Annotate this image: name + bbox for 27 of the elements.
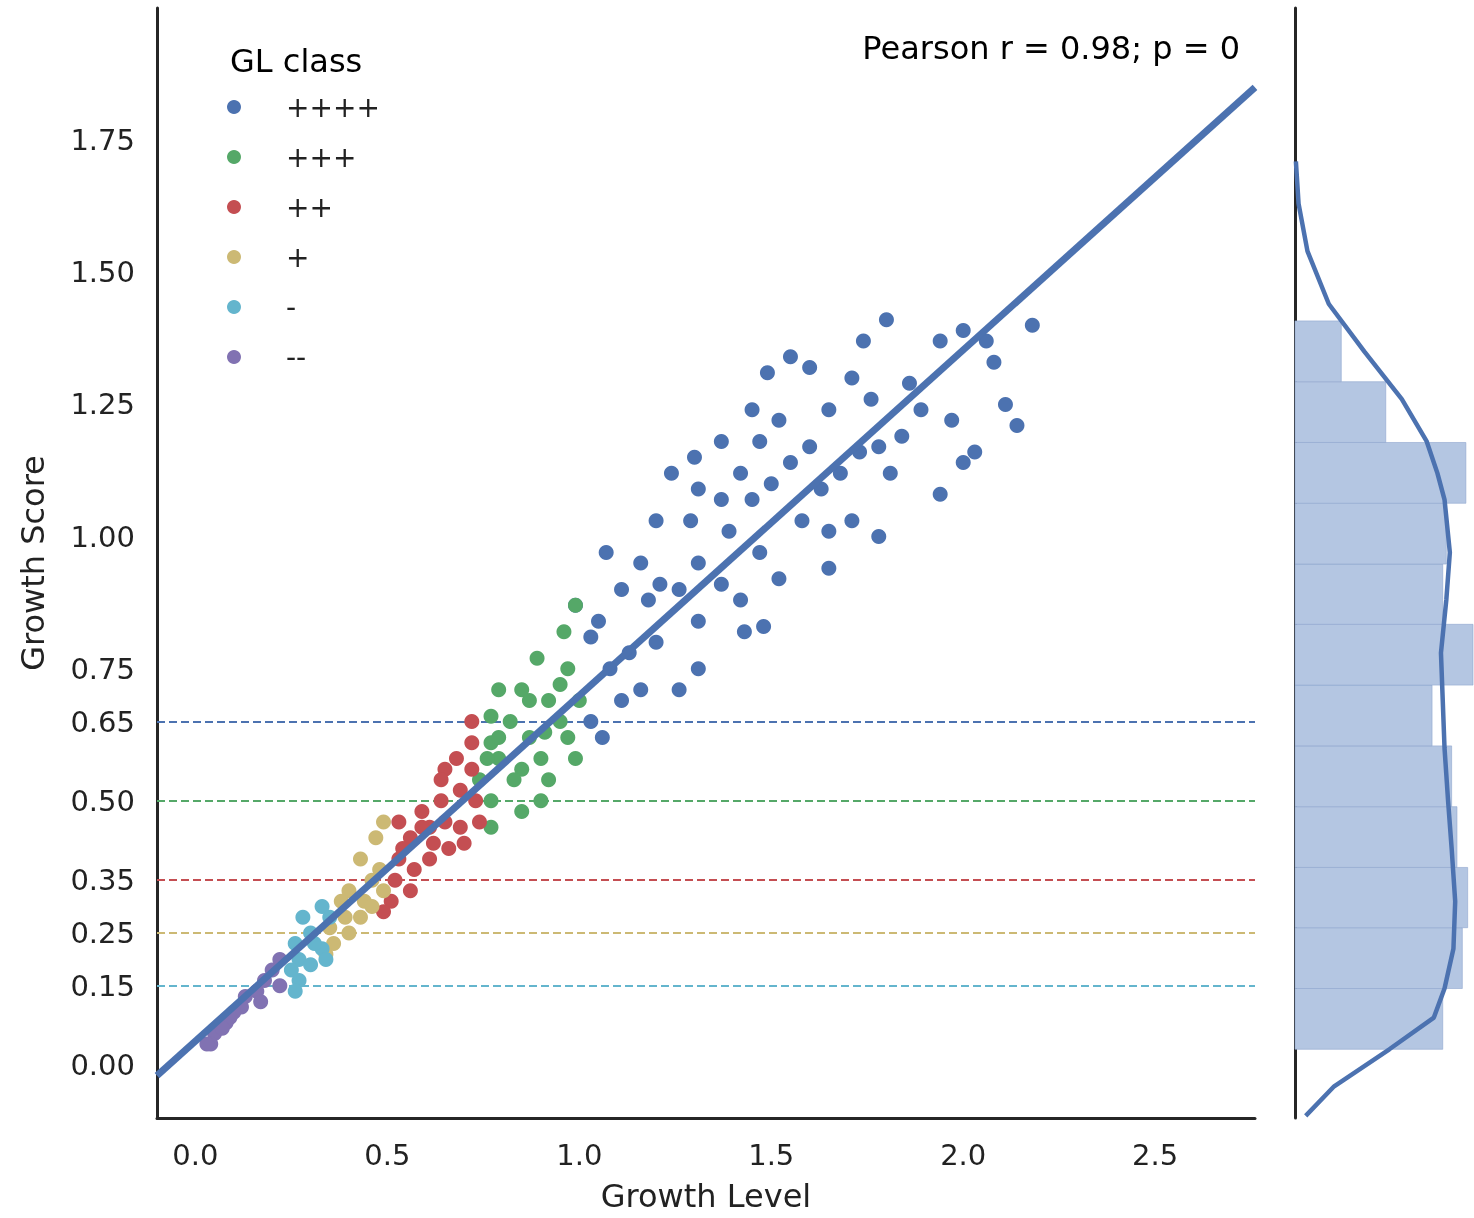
x-tick-label: 2.5 (1132, 1137, 1179, 1172)
y-tick-label: 1.50 (70, 255, 135, 290)
y-tick-label: 1.00 (70, 519, 135, 554)
legend-label: +++ (286, 140, 357, 174)
y-tick-label: 0.00 (70, 1048, 135, 1083)
legend-label: ++++ (286, 90, 380, 124)
x-tick-label: 2.0 (940, 1137, 987, 1172)
legend-label: ++ (286, 190, 333, 224)
y-axis-title: Growth Score (14, 455, 52, 671)
x-axis-title: Growth Level (600, 1177, 812, 1215)
y-tick-label: 1.25 (70, 387, 135, 422)
y-tick-label: 0.35 (70, 863, 135, 898)
y-tick-label: 0.50 (70, 783, 135, 818)
y-tick-label: 0.65 (70, 704, 135, 739)
x-tick-label: 1.5 (748, 1137, 795, 1172)
annotation: Pearson r = 0.98; p = 0 (862, 29, 1240, 67)
x-tick-label: 1.0 (556, 1137, 603, 1172)
legend-label: -- (286, 340, 307, 374)
y-tick-label: 0.75 (70, 651, 135, 686)
y-tick-label: 1.75 (70, 123, 135, 158)
y-tick-label: 0.25 (70, 916, 135, 950)
x-tick-label: 0.0 (172, 1137, 219, 1172)
legend-label: + (286, 240, 310, 274)
legend-label: - (286, 290, 297, 324)
y-tick-label: 0.15 (70, 968, 135, 1003)
x-tick-label: 0.5 (364, 1137, 411, 1172)
legend-title: GL class (230, 42, 363, 80)
